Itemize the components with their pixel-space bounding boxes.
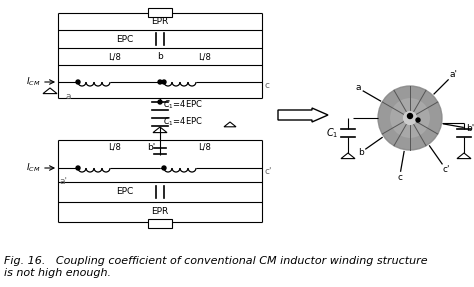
Circle shape (162, 166, 166, 170)
Circle shape (403, 112, 416, 124)
Circle shape (76, 80, 80, 84)
Text: EPC: EPC (117, 187, 134, 197)
Text: EPR: EPR (151, 17, 169, 26)
Circle shape (416, 118, 420, 122)
Text: c': c' (265, 168, 273, 177)
Text: EPR: EPR (151, 208, 169, 216)
Text: c': c' (442, 165, 450, 174)
Text: a: a (65, 92, 71, 101)
Text: L/8: L/8 (199, 143, 211, 152)
Circle shape (158, 80, 162, 84)
Bar (148, 218, 172, 228)
Bar (148, 7, 172, 16)
Text: L/8: L/8 (109, 52, 121, 61)
Circle shape (408, 113, 412, 119)
Text: a': a' (60, 177, 68, 186)
Circle shape (76, 166, 80, 170)
Text: L/8: L/8 (109, 143, 121, 152)
Text: $C_1$: $C_1$ (326, 126, 338, 140)
Circle shape (378, 86, 442, 150)
Text: c: c (397, 172, 402, 182)
Text: $I_{CM}$: $I_{CM}$ (26, 162, 40, 174)
Text: b: b (358, 148, 364, 157)
Text: $C_1$=4EPC: $C_1$=4EPC (163, 116, 203, 128)
Text: a: a (356, 84, 361, 92)
Text: L/8: L/8 (199, 52, 211, 61)
Text: c: c (265, 82, 270, 90)
Text: b': b' (466, 124, 474, 133)
Text: a': a' (449, 70, 457, 79)
Text: Fig. 16.   Coupling coefficient of conventional CM inductor winding structure
is: Fig. 16. Coupling coefficient of convent… (4, 256, 428, 278)
Circle shape (391, 99, 429, 137)
Text: $C_1$=4EPC: $C_1$=4EPC (163, 99, 203, 111)
Text: $I_{CM}$: $I_{CM}$ (26, 76, 40, 88)
Circle shape (162, 80, 166, 84)
Text: b: b (157, 52, 163, 61)
Circle shape (158, 100, 162, 104)
Text: EPC: EPC (117, 34, 134, 44)
Text: b': b' (147, 143, 155, 152)
